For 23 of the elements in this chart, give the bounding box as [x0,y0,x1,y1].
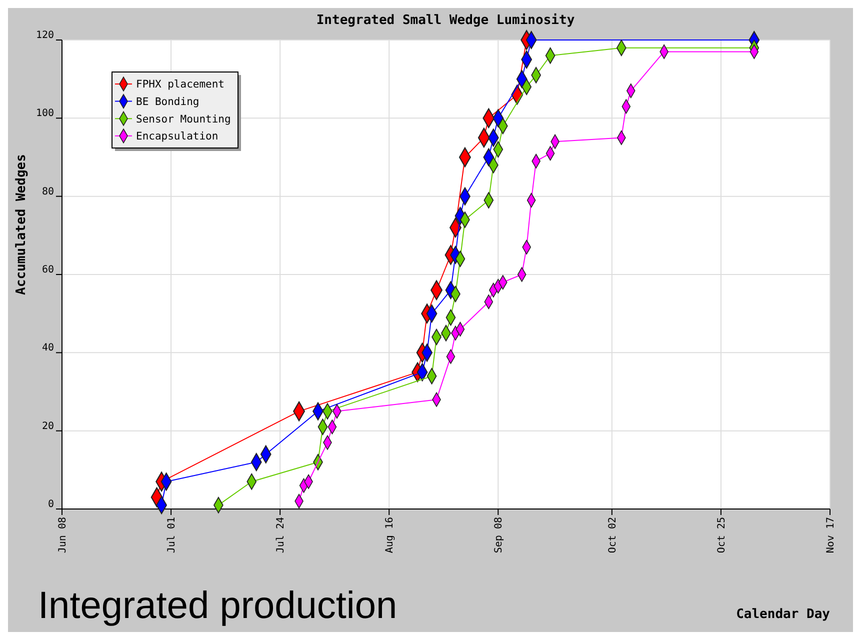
y-tick-label: 100 [36,108,54,120]
y-tick-label: 20 [42,420,54,432]
x-tick-label: Jul 01 [166,517,178,554]
x-tick-label: Sep 08 [494,517,505,554]
x-tick-label: Nov 17 [826,517,836,554]
legend-label: Sensor Mounting [136,113,231,126]
y-tick-label: 120 [36,30,54,41]
y-tick-label: 0 [48,499,54,510]
chart-title: Integrated Small Wedge Luminosity [316,13,575,28]
y-tick-label: 40 [42,342,54,354]
legend-label: FPHX placement [136,78,225,91]
y-axis-title: Accumulated Wedges [14,154,29,295]
x-tick-label: Jul 24 [276,517,287,554]
x-tick-label: Jun 08 [58,517,68,554]
legend-label: Encapsulation [136,130,218,143]
text: Integrated production [38,585,398,627]
x-tick-label: Aug 16 [384,517,396,554]
y-tick-label: 80 [42,186,54,198]
x-axis-title: Calendar Day [736,607,830,622]
x-tick-label: Oct 02 [607,517,618,554]
legend-label: BE Bonding [136,96,200,108]
y-tick-label: 60 [42,264,54,276]
x-tick-label: Oct 25 [716,517,728,554]
